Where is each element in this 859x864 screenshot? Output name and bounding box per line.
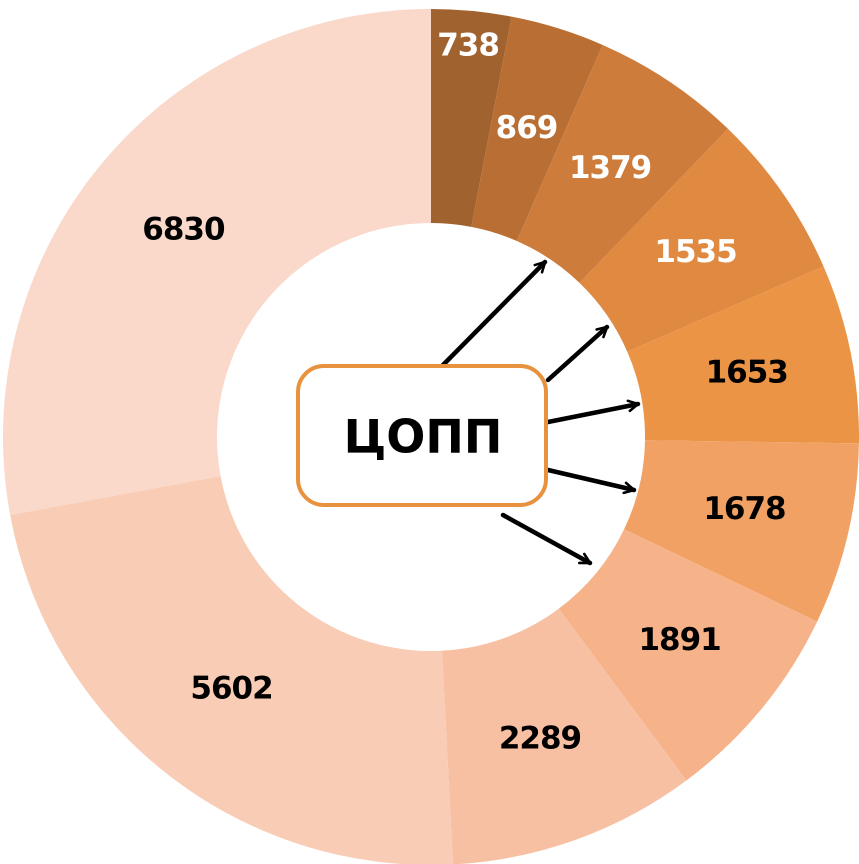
value-label: 1653 (706, 354, 788, 390)
slice (431, 9, 512, 227)
slices (3, 9, 859, 864)
slice (558, 529, 818, 781)
value-label: 1891 (638, 622, 720, 658)
arrow (545, 467, 637, 495)
value-label: 738 (437, 27, 499, 63)
arrow (440, 259, 548, 368)
arrow (545, 324, 610, 383)
slice (516, 44, 728, 283)
arrow (545, 399, 641, 425)
value-label: 2289 (499, 720, 581, 756)
slice (627, 266, 859, 444)
value-label: 869 (496, 110, 558, 146)
value-label: 1379 (569, 150, 651, 186)
slice (579, 128, 824, 352)
slice (441, 608, 687, 864)
slice (3, 9, 432, 516)
value-label: 1535 (654, 234, 736, 270)
value-label: 1678 (703, 491, 785, 527)
center-label: ЦОПП (344, 410, 503, 464)
labels: 738 869 1379 1535 1653 1678 1891 2289 5602 6830 (142, 27, 789, 756)
arrows (440, 259, 641, 566)
slice (10, 476, 453, 864)
arrow (500, 512, 593, 566)
value-label: 6830 (142, 212, 225, 248)
slice (624, 440, 859, 622)
center-box (296, 364, 548, 507)
slice (471, 16, 603, 241)
value-label: 5602 (190, 670, 272, 706)
